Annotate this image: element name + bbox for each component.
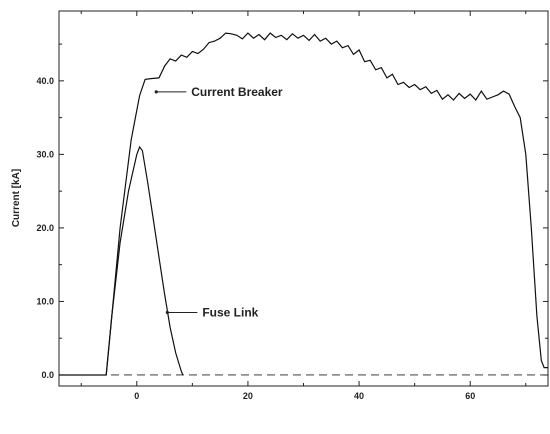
y-axis-title: Current [kA]	[11, 169, 22, 227]
annotations: Current Breaker Fuse Link	[154, 85, 283, 319]
x-tick-label: 60	[465, 391, 475, 401]
current-breaker-line	[59, 32, 548, 376]
x-tick-label: 40	[354, 391, 364, 401]
y-tick-label: 30.0	[36, 149, 54, 159]
current-breaker-annotation-label: Current Breaker	[191, 85, 283, 99]
y-tick-label: 0.0	[41, 370, 54, 380]
fuse-link-annotation-label: Fuse Link	[202, 305, 258, 319]
ticks: 0 20 40 60 0.0 10.0 20.0 30.0 40.0	[36, 11, 548, 401]
fuse-link-annotation-dot	[165, 310, 169, 315]
plot-frame	[58, 10, 549, 387]
y-tick-label: 10.0	[36, 296, 54, 306]
fuse-link-line	[105, 145, 184, 376]
x-tick-label: 20	[243, 391, 253, 401]
y-tick-label: 40.0	[36, 76, 54, 86]
x-tick-label: 0	[134, 391, 139, 401]
y-tick-label: 20.0	[36, 223, 54, 233]
